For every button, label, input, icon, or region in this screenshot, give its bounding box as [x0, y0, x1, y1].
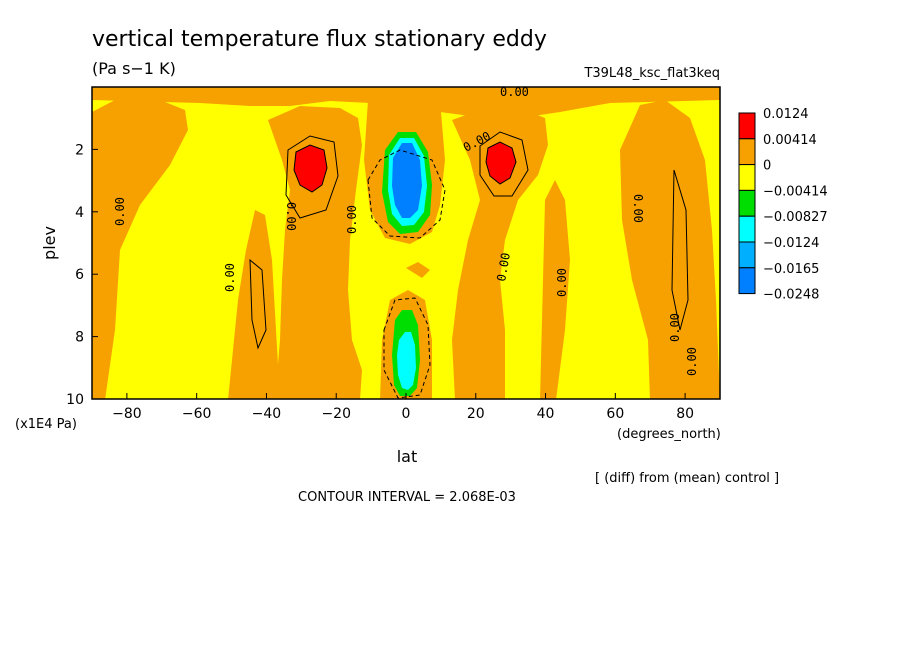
x-tick-label: −20: [321, 406, 351, 422]
colorbar-swatch: [738, 241, 756, 269]
zero-label: 0.00: [500, 85, 529, 99]
plot-area: 0.00 0.00 0.00 0.00 0.00 0.00 0.00 0.00 …: [92, 85, 720, 399]
zero-label: 0.00: [494, 252, 513, 283]
lower-neg-cyan: [397, 332, 416, 390]
zero-label: 0.00: [284, 202, 298, 231]
zero-label: 0.00: [685, 347, 699, 376]
sh-tongue: [268, 106, 362, 399]
chart-title: vertical temperature flux stationary edd…: [92, 27, 547, 52]
x-tick-label: 60: [606, 406, 624, 422]
zero-label: 0.00: [113, 197, 127, 226]
sh-max: [294, 145, 327, 192]
y-axis-units: (x1E4 Pa): [15, 417, 77, 432]
nh-mid: [540, 180, 570, 399]
y-axis: 2 4 6 8 10: [66, 142, 98, 408]
run-label: T39L48_ksc_flat3keq: [583, 66, 720, 81]
colorbar-label: 0.0124: [763, 107, 809, 122]
x-tick-label: 40: [537, 406, 555, 422]
nh-tongue: [452, 108, 548, 399]
small-blob: [406, 262, 430, 278]
y-axis-label: plev: [40, 226, 59, 260]
colorbar-swatch: [738, 112, 756, 140]
y-tick-label: 10: [66, 392, 84, 408]
x-axis-label: lat: [397, 447, 418, 466]
x-tick-label: −80: [112, 406, 142, 422]
x-tick-label: 20: [467, 406, 485, 422]
colorbar-label: 0.00414: [763, 133, 817, 148]
zero-label: 0.00: [631, 194, 645, 223]
y-tick-label: 6: [75, 267, 84, 283]
zero-label: 0.00: [668, 313, 682, 342]
comparison-note: [ (diff) from (mean) control ]: [595, 471, 779, 486]
x-tick-label: 80: [676, 406, 694, 422]
colorbar-label: −0.00827: [763, 210, 828, 225]
colorbar-label: −0.0165: [763, 262, 819, 277]
x-axis: −80 −60 −40 −20 0 20 40 60 80: [112, 393, 694, 422]
x-tick-label: −40: [252, 406, 282, 422]
colorbar-label: −0.00414: [763, 184, 828, 199]
colorbar-label: 0: [763, 159, 771, 174]
colorbar-swatch: [738, 189, 756, 217]
y-tick-label: 2: [75, 142, 84, 158]
sh-blob: [228, 210, 280, 399]
positive-regions: [92, 87, 720, 399]
zero-label: 0.00: [223, 263, 237, 292]
colorbar: 0.0124 0.00414 0 −0.00414 −0.00827 −0.0124 −0.…: [738, 107, 828, 303]
colorbar-swatch: [738, 215, 756, 243]
solid-contours: [249, 131, 689, 350]
colorbar-swatch: [738, 164, 756, 191]
contour-interval-label: CONTOUR INTERVAL = 2.068E-03: [298, 490, 516, 505]
upper-neg-blue: [392, 143, 422, 218]
zero-label: 0.00: [555, 268, 569, 297]
nh-right: [620, 100, 720, 399]
zero-label: 0.00: [345, 205, 359, 234]
x-tick-label: 0: [402, 406, 411, 422]
nh-max: [486, 142, 516, 184]
colorbar-swatch: [738, 138, 756, 166]
colorbar-label: −0.0124: [763, 236, 819, 251]
chart-units: (Pa s−1 K): [92, 59, 176, 78]
y-tick-label: 4: [75, 205, 84, 221]
colorbar-swatch: [738, 267, 756, 295]
negative-contours: [367, 149, 446, 399]
y-tick-label: 8: [75, 330, 84, 346]
left-tongue: [92, 100, 188, 399]
x-tick-label: −60: [182, 406, 212, 422]
x-axis-units: (degrees_north): [617, 427, 721, 442]
colorbar-label: −0.0248: [763, 288, 819, 303]
